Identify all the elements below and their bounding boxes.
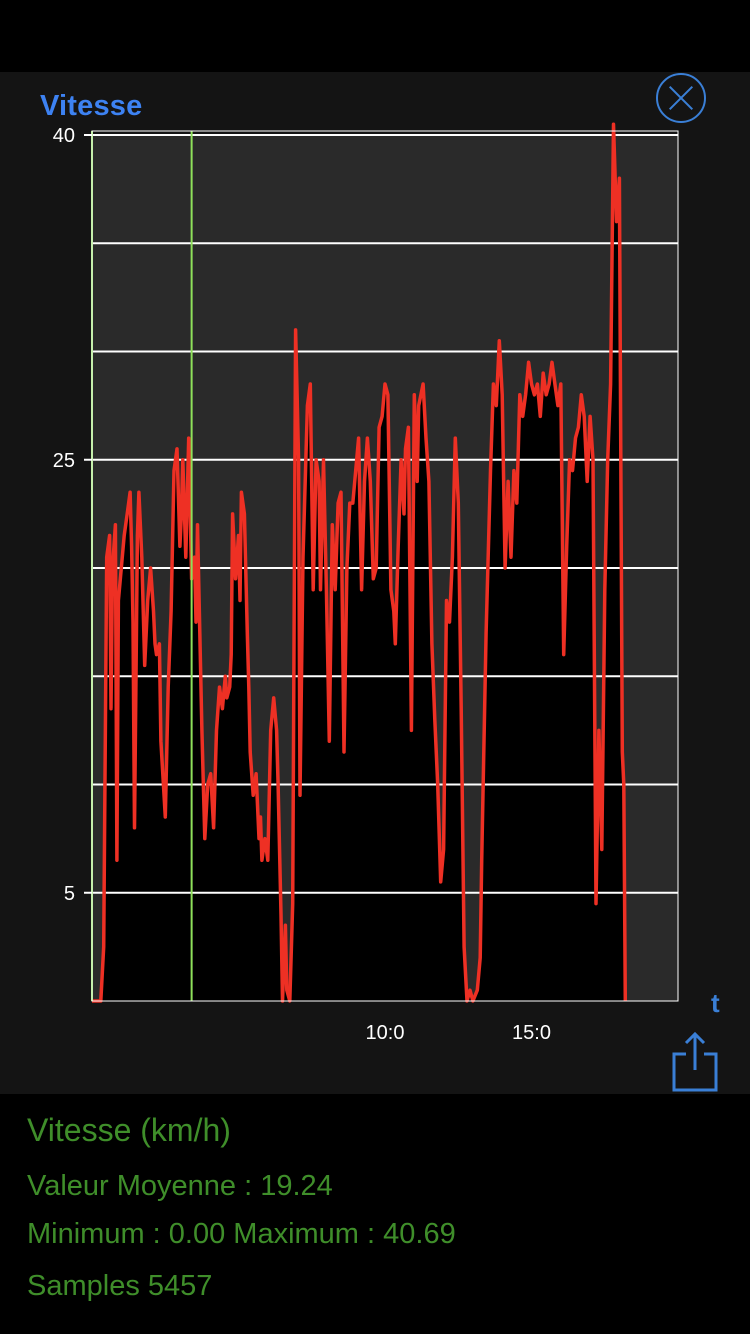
x-axis-label: t [711,988,720,1018]
y-tick-label-5: 5 [64,883,75,905]
x-tick-label-10: 10:0 [366,1022,405,1044]
chart-title: Vitesse [40,90,143,122]
series-area-0 [92,124,626,1001]
y-tick-label-25: 25 [53,450,75,472]
stats-min-max: Minimum : 0.00 Maximum : 40.69 [27,1218,456,1250]
series-line-0 [92,122,628,1003]
plot-frame [91,130,679,1002]
speed-chart: 5 25 40 10:0 15:0 [53,122,679,1044]
share-icon[interactable] [670,1030,720,1094]
x-tick-label-15: 15:0 [512,1022,551,1044]
y-tick-label-40: 40 [53,125,75,147]
stats-title: Vitesse (km/h) [27,1112,231,1148]
close-icon[interactable] [656,73,706,123]
stats-average: Valeur Moyenne : 19.24 [27,1170,333,1202]
stats-samples: Samples 5457 [27,1270,213,1302]
